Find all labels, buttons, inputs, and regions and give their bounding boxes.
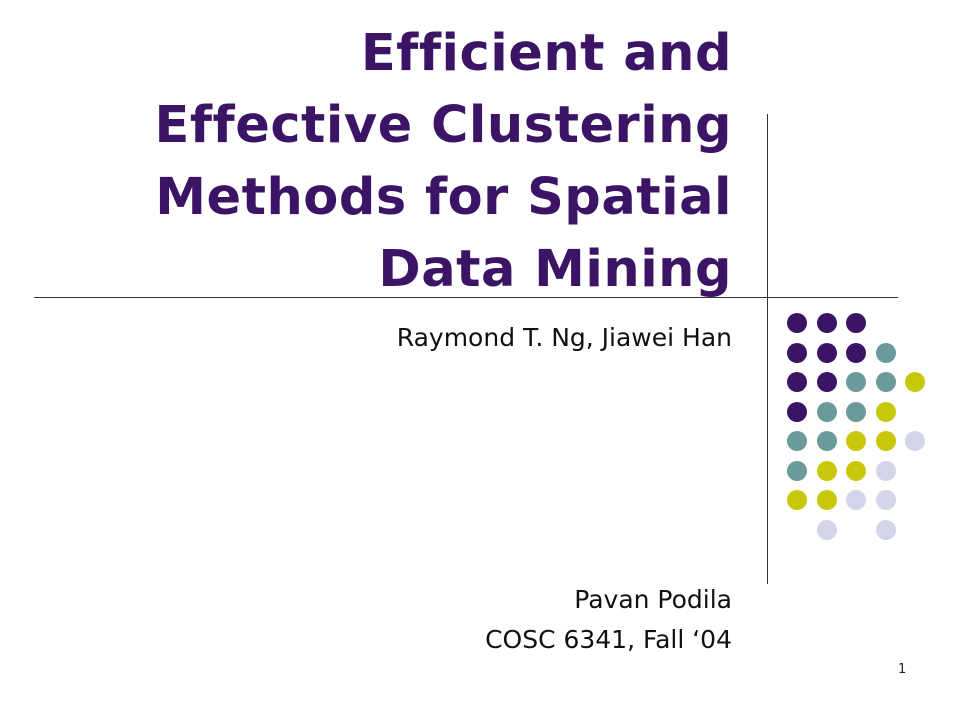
dot-teal xyxy=(846,372,866,392)
dot-lavender xyxy=(875,460,896,481)
slide-title: Efficient and Effective Clustering Metho… xyxy=(60,18,732,306)
dot-teal xyxy=(787,431,807,451)
dot-purple xyxy=(816,372,837,392)
dot-teal xyxy=(875,342,896,363)
dot-purple xyxy=(787,342,807,363)
horizontal-divider xyxy=(34,297,898,298)
dot-purple xyxy=(846,313,866,333)
dot-teal xyxy=(846,401,866,422)
dot-yellow xyxy=(846,431,866,451)
dot-lavender xyxy=(816,519,837,540)
title-line: Efficient and xyxy=(360,24,732,83)
dot-teal xyxy=(816,401,837,422)
dot-yellow xyxy=(875,401,896,422)
dot-teal xyxy=(816,431,837,451)
dot-yellow xyxy=(816,460,837,481)
dot-lavender xyxy=(875,519,896,540)
dot-purple xyxy=(787,313,807,333)
presenter-block: Pavan Podila COSC 6341, Fall ‘04 xyxy=(485,580,732,660)
dot-yellow xyxy=(816,490,837,510)
page-number: 1 xyxy=(898,662,907,677)
dot-purple xyxy=(816,342,837,363)
dot-teal xyxy=(787,460,807,481)
dot-purple xyxy=(787,372,807,392)
dot-yellow xyxy=(787,490,807,510)
dot-lavender xyxy=(905,431,925,451)
dot-lavender xyxy=(875,490,896,510)
title-line: Data Mining xyxy=(378,240,732,299)
dot-purple xyxy=(846,342,866,363)
dot-yellow xyxy=(875,431,896,451)
title-line: Effective Clustering xyxy=(154,96,732,155)
course-info: COSC 6341, Fall ‘04 xyxy=(485,625,732,654)
dot-purple xyxy=(816,313,837,333)
vertical-divider xyxy=(767,114,768,584)
presenter-name: Pavan Podila xyxy=(574,585,732,614)
dot-yellow xyxy=(905,372,925,392)
dot-yellow xyxy=(846,460,866,481)
dot-lavender xyxy=(846,490,866,510)
authors-text: Raymond T. Ng, Jiawei Han xyxy=(396,323,732,352)
dot-purple xyxy=(787,401,807,422)
dot-teal xyxy=(875,372,896,392)
title-line: Methods for Spatial xyxy=(155,168,732,227)
